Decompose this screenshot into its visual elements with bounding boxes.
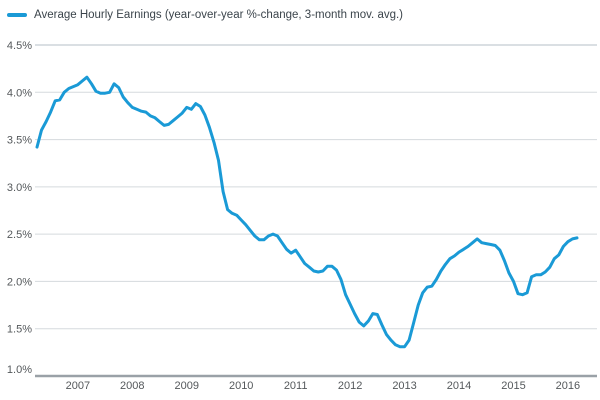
- legend-item: Average Hourly Earnings (year-over-year …: [7, 9, 403, 21]
- x-tick-label: 2012: [338, 380, 362, 392]
- x-tick-label: 2016: [556, 380, 580, 392]
- x-tick-label: 2015: [501, 380, 525, 392]
- x-tick-label: 2008: [120, 380, 144, 392]
- legend-label: Average Hourly Earnings (year-over-year …: [34, 9, 404, 21]
- earnings-line-series: [35, 75, 579, 349]
- y-tick-label: 3.0%: [7, 182, 32, 194]
- legend-line-swatch: [7, 13, 27, 17]
- y-tick-label: 1.0%: [7, 364, 32, 376]
- y-tick-label: 3.5%: [7, 135, 32, 147]
- x-tick-label: 2007: [66, 380, 90, 392]
- x-tick-label: 2009: [175, 380, 199, 392]
- x-tick-label: 2010: [229, 380, 253, 392]
- x-tick-label: 2013: [392, 380, 416, 392]
- y-tick-label: 2.5%: [7, 229, 32, 241]
- y-tick-label: 2.0%: [7, 276, 32, 288]
- y-tick-label: 4.0%: [7, 87, 32, 99]
- x-tick-label: 2011: [284, 380, 308, 392]
- y-tick-label: 4.5%: [7, 40, 32, 52]
- y-tick-label: 1.5%: [7, 324, 32, 336]
- x-tick-label: 2014: [447, 380, 471, 392]
